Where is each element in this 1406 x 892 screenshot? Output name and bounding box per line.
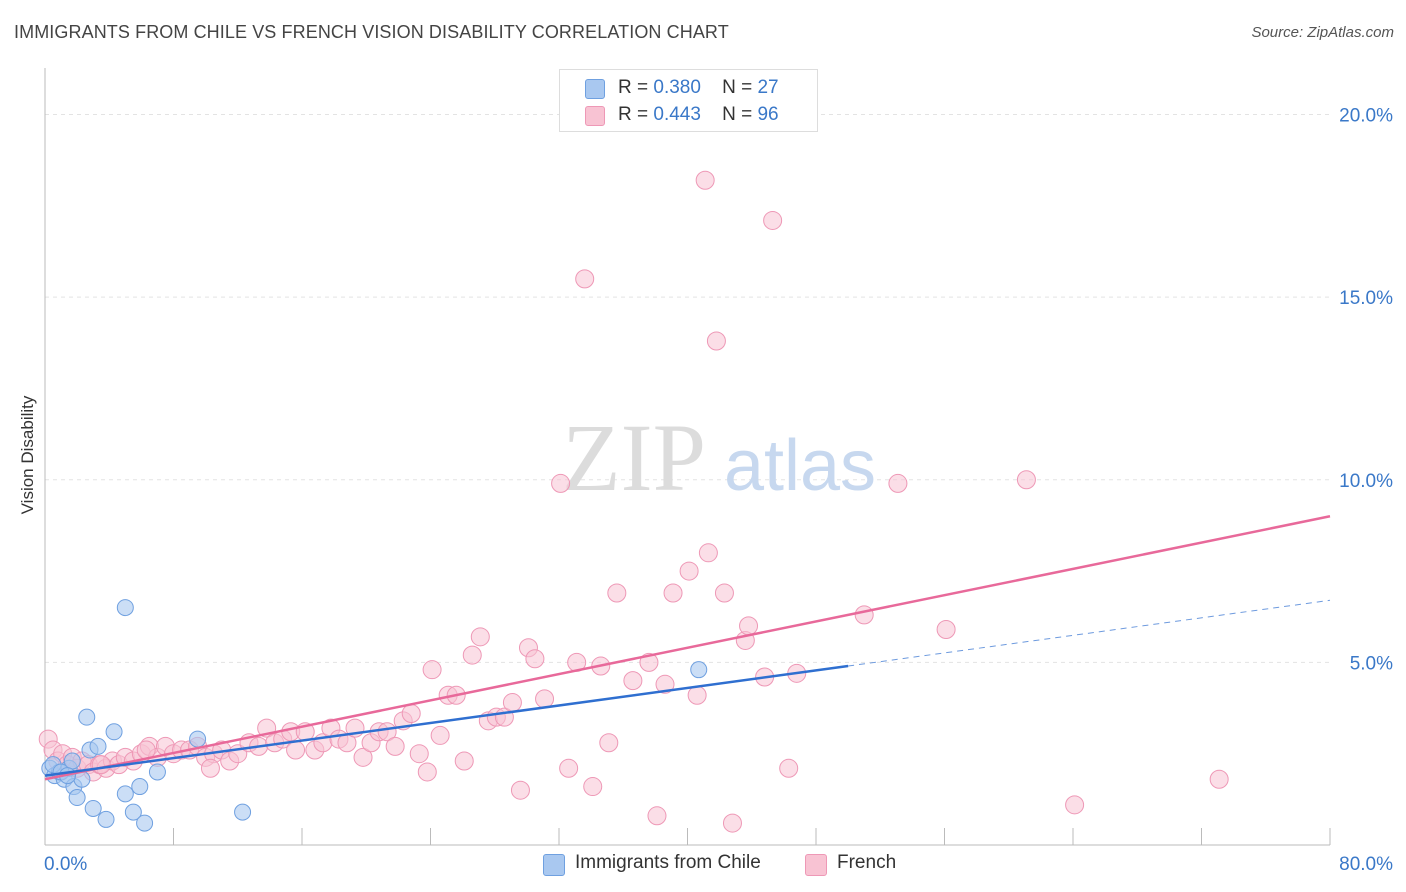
french-point [575, 269, 595, 289]
axes [44, 68, 1331, 846]
tick-labels: 5.0% 10.0% 15.0% 20.0% 0.0% 80.0% [44, 106, 1393, 875]
french-point [551, 473, 571, 493]
chile-point [68, 789, 86, 807]
chile-legend-swatch [543, 854, 565, 876]
french-point [430, 725, 450, 745]
watermark-zip: ZIP [562, 404, 706, 511]
french-legend-label: French [837, 852, 897, 873]
french-point [647, 806, 667, 826]
french-point [936, 620, 956, 640]
chile-point [690, 661, 708, 679]
french-point [607, 583, 627, 603]
french-point [583, 777, 603, 797]
chile-point [136, 814, 154, 832]
french-point [1016, 470, 1036, 490]
french-point [535, 689, 555, 709]
y-tick-label: 10.0% [1339, 471, 1393, 492]
french-point [679, 561, 699, 581]
french-point [888, 473, 908, 493]
chile-r-value: 0.380 [653, 77, 701, 98]
french-point [1065, 795, 1085, 815]
french-swatch [585, 106, 605, 126]
french-point [663, 583, 683, 603]
chile-point [89, 737, 107, 755]
chile-n-value: 27 [757, 77, 779, 98]
french-point [687, 685, 707, 705]
chile-swatch [585, 79, 605, 99]
trend-lines [44, 515, 1331, 781]
french-point [91, 755, 111, 775]
chile-point [78, 708, 96, 726]
french-r-value: 0.443 [653, 104, 701, 125]
chile-point [116, 785, 134, 803]
chile-r-label: R = [618, 77, 649, 98]
french-point [779, 758, 799, 778]
chile-point [116, 599, 134, 617]
y-tick-label: 20.0% [1339, 106, 1393, 127]
chile-legend-label: Immigrants from Chile [575, 852, 761, 873]
french-point [200, 758, 220, 778]
chile-point [189, 730, 207, 748]
y-tick-label: 15.0% [1339, 288, 1393, 309]
french-point [409, 744, 429, 764]
chart-title: IMMIGRANTS FROM CHILE VS FRENCH VISION D… [14, 22, 729, 42]
chile-point [84, 799, 102, 817]
french-n-value: 96 [757, 104, 779, 125]
french-point [695, 170, 715, 190]
chile-point [234, 803, 252, 821]
y-tick-label: 5.0% [1350, 653, 1393, 674]
french-n-label: N = [722, 104, 753, 125]
chile-point [131, 778, 149, 796]
french-point [510, 780, 530, 800]
chile-n-label: N = [722, 77, 753, 98]
french-point [470, 627, 490, 647]
chile-point [105, 723, 123, 741]
french-point [417, 762, 437, 782]
french-point [422, 660, 442, 680]
french-point [1209, 769, 1229, 789]
french-point [462, 645, 482, 665]
french-point [599, 733, 619, 753]
watermark-atlas: atlas [724, 426, 876, 506]
french-point [623, 671, 643, 691]
french-point [655, 674, 675, 694]
french-point [854, 605, 874, 625]
chile-trend-line [44, 664, 849, 777]
chile-point [124, 803, 142, 821]
french-point [714, 583, 734, 603]
x-tick-label: 80.0% [1339, 854, 1393, 875]
french-point [639, 652, 659, 672]
french-series [38, 170, 1229, 833]
french-point [559, 758, 579, 778]
french-point [525, 649, 545, 669]
french-point [502, 693, 522, 713]
source-credit: Source: ZipAtlas.com [1251, 24, 1394, 41]
french-legend-swatch [805, 854, 827, 876]
french-point [385, 736, 405, 756]
french-point [353, 747, 373, 767]
chile-trend-extension [848, 599, 1331, 667]
chile-point [97, 810, 115, 828]
french-trend-line [44, 515, 1331, 781]
french-point [722, 813, 742, 833]
french-point [454, 751, 474, 771]
french-point [401, 704, 421, 724]
x-tick-label: 0.0% [44, 854, 87, 875]
chile-point [148, 763, 166, 781]
watermark: ZIP atlas [562, 404, 876, 511]
french-point [286, 740, 306, 760]
french-point [739, 616, 759, 636]
correlation-legend: R = 0.380 N = 27 R = 0.443 N = 96 [559, 69, 818, 132]
chile-series [41, 599, 708, 832]
french-point [763, 210, 783, 230]
french-point [698, 543, 718, 563]
french-point [706, 331, 726, 351]
french-r-label: R = [618, 104, 649, 125]
